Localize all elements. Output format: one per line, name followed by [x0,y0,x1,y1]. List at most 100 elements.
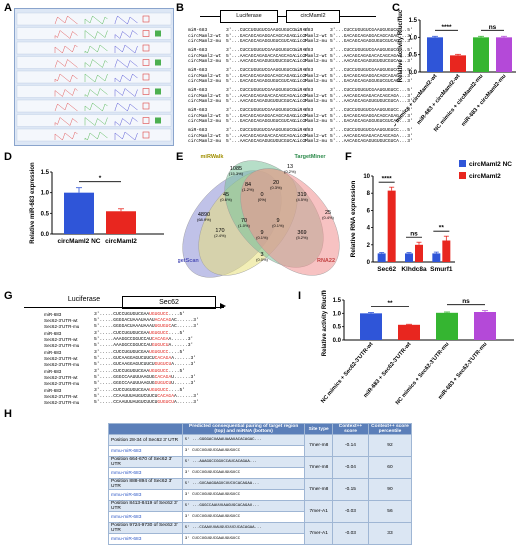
legend-swatch [459,172,466,179]
panel-b-row-sequence-right: 5'...AACAGCAGAGACACAGCAGA...3' [330,133,413,139]
cell-score: -0.04 [331,456,369,479]
bar [405,253,413,262]
header-context-percentile: Context++ score percentile [367,423,413,435]
trace-line [114,59,138,68]
panel-label-d: D [4,151,12,163]
bar [496,37,512,72]
legend-label: circMaml2 [469,173,501,180]
venn-region-percent: (0.2%) [284,169,296,174]
bar [398,324,420,340]
trace-row [16,99,172,113]
y-tick-label: 4 [367,226,371,232]
cell-mirna-name[interactable]: mmu-miR-683 [108,445,183,457]
panel-b-row-name: circMaml2-mu [188,139,222,145]
trace-line [84,59,108,68]
marker-box [142,30,150,37]
panel-g-row-sequence: 5'.....GUCAAGGAGUCUUCUCACAGAA......3' [94,356,196,361]
cell-score: -0.03 [331,522,369,545]
sequence-segment: GUGUCU [154,380,172,386]
cell-score: -0.14 [331,434,369,457]
sequence-segment: A......3' [171,361,197,367]
panel-b-row-name-right: circMaml2-mu [294,59,328,65]
sequence-segment: AC......3' [171,323,199,329]
significance-label: **** [382,176,393,183]
panel-b-construct: Luciferase circMaml2 [200,10,376,23]
venn-region-count: 9 [260,230,263,236]
table-row: Position 28-34 of Sec62 3' UTR 5' ...GGGG… [108,434,413,457]
panel-b-row-sequence-right: 5'...AACAGCAGAGACACAGCAGA...3' [330,93,413,99]
panel-b-row-name-right: circMaml2-mu [294,139,328,145]
cell-target-seq: 5' ...CCAAUUUAUGUCUUCUCACAGAA... [181,522,306,534]
y-tick-label: 1.5 [409,18,418,24]
y-axis-label: Relative RNA expression [350,181,357,258]
sequence-segment: 5'.....AAAGGCCGGUCCAU [94,342,152,348]
cell-site-type: 7mer-A1 [304,500,333,523]
panel-b-row-sequence: 5'...AACAGCAGAGUGUGUCGUCA...3' [226,139,309,145]
panel-b-row-name-right: miR-683 [294,68,314,73]
cell-mirna-name[interactable]: mmu-miR-683 [108,489,183,501]
panel-g-row-name: Sec62-3'UTR-wt [44,317,78,323]
venn-region-percent: (5.2%) [296,235,308,240]
sequence-segment: A......3' [171,355,197,361]
bar [387,190,396,262]
marker-box [142,102,150,110]
panel-b-row-name-right: circMaml2-mu [294,119,328,125]
panel-g-construct: Luciferase Sec62 [24,294,264,309]
marker-box [142,15,150,23]
panel-label-e: E [176,151,184,163]
panel-b-row-name: circMaml2-wt [188,73,222,79]
panel-g-row-sequence: 5'.....GGGGACUAAAUAAAUACACAGAC......3' [94,318,199,323]
sequence-segment: A......3' [173,393,199,399]
legend-swatch [459,160,466,167]
venn-region-percent: (0.6%) [220,197,232,202]
trace-line [114,15,138,25]
status-box [155,59,161,66]
panel-h: Predicted consequential pairing of targe… [108,423,413,547]
venn-region-count: 70 [241,218,247,224]
sequence-segment: 3'.....CUCCUGUGUCGAA [94,350,150,355]
trace-line [84,15,108,25]
trace-line [54,131,78,141]
sequence-segment: 5'.....GGGGACUAAAUAAAU [94,317,155,323]
cell-mirna-seq: 3' CUCCUGUGUCGAAUGUGUCC [181,511,306,523]
panel-b-row-name: circMaml2-wt [188,113,222,119]
panel-b-row-sequence: 3'...CUCCUGUGUCGAAUGUGUCC...5' [226,28,309,33]
bar [436,312,458,340]
panel-b-row-sequence: 3'...CUCCUGUGUCGAAUGUGUCC...5' [226,88,309,93]
x-tick-label: Smurf1 [430,266,453,273]
panel-b-row-name-right: circMaml2-mu [294,79,328,85]
header-context-score: Context++ score [331,423,369,435]
bar [106,211,136,234]
cell-mirna-name[interactable]: mmu-miR-683 [108,511,183,523]
cell-mirna-name[interactable]: mmu-miR-683 [108,467,183,479]
sequence-segment: AC......3' [171,317,199,323]
marker-box [142,59,150,66]
y-tick-label: 0.0 [409,70,418,76]
sequence-segment: A......3' [168,342,194,348]
luciferase-box: Luciferase [220,10,278,23]
panel-b-row-name: miR-683 [188,68,208,73]
trace-row [16,41,172,55]
cell-site-type: 7mer-m8 [304,456,333,479]
significance-label: ns [462,298,470,305]
panel-g-row-sequence: 3'.....CUCCUGUGUCGAAUGUGUCC....5' [94,350,185,355]
trace-line [114,117,138,126]
sequence-segment: UGUGUC [154,323,172,329]
y-tick-label: 10 [363,174,370,180]
y-tick-label: 0.5 [409,53,418,59]
bar [473,37,489,72]
panel-b-row-name: circMaml2-wt [188,33,222,39]
panel-b-row-name-right: circMaml2-mu [294,39,328,45]
panel-g-row-sequence: 3'.....CUCCUGUGUCGAAUGUGUCC....5' [94,331,185,336]
y-axis-label: Relative activity Rluc/fluc [398,10,404,82]
panel-b-row-sequence: 5'...GACAGCAGAGGUGUCGUCAG...3' [226,119,309,125]
cell-site-type: 7mer-A1 [304,522,333,545]
cell-mirna-name[interactable]: mmu-miR-683 [108,533,183,545]
trace-line [114,73,138,83]
bar [450,55,466,72]
cell-score: -0.15 [331,478,369,501]
venn-set-label: TargetMiner [294,154,326,160]
venn-region-count: 1085 [230,166,242,172]
sequence-segment: UGUGUCC [149,369,169,374]
